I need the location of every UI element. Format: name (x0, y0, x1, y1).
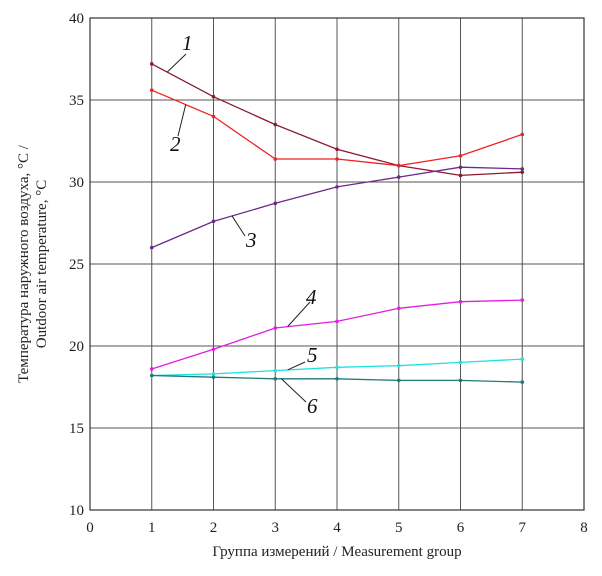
series-6-point (335, 377, 339, 381)
series-1-point (335, 147, 339, 151)
series-4-point (458, 299, 463, 304)
x-tick-label: 5 (395, 520, 403, 536)
series-2-leader (177, 104, 187, 137)
series-2-point (458, 153, 463, 158)
series-3-point (458, 165, 463, 170)
series-5-point (396, 363, 401, 368)
series-3-label: 3 (245, 228, 257, 252)
series-2-label: 2 (170, 132, 181, 156)
y-tick-label: 15 (69, 421, 84, 437)
series-5-leader (287, 361, 306, 371)
x-tick-label: 4 (333, 520, 341, 536)
series-labels: 1 2 3 4 5 6 (166, 31, 318, 418)
series-1-leader (166, 53, 187, 73)
series-3-point (211, 219, 216, 224)
y-axis-title-line1: Температура наружного воздуха, °C / (16, 144, 32, 383)
x-axis-title: Группа измерений / Measurement group (212, 544, 461, 560)
series-1-point (149, 62, 154, 66)
series-1-point (458, 173, 463, 178)
series-5-point (458, 360, 463, 365)
series-2-point (335, 157, 339, 161)
series-6-point (520, 380, 525, 384)
series-2-point (396, 163, 401, 168)
y-tick-label: 10 (69, 503, 84, 519)
series-4-leader (287, 301, 311, 327)
series-5-point (211, 372, 216, 376)
y-tick-label: 35 (69, 93, 84, 109)
series-group (149, 62, 525, 384)
series-1-point (520, 170, 525, 174)
x-tick-label: 8 (580, 520, 588, 536)
plot-frame (89, 17, 585, 511)
series-6-leader (281, 378, 307, 403)
y-tick-label: 30 (69, 175, 84, 191)
series-4-label: 4 (306, 285, 317, 309)
x-tick-label: 1 (148, 520, 156, 536)
series-4-point (211, 347, 216, 352)
series-2-point (273, 157, 278, 161)
grid (90, 18, 584, 510)
series-3-point (149, 245, 154, 250)
x-tick-label: 3 (272, 520, 280, 536)
y-axis-title-line2: Outdoor air temperature, °C (34, 180, 50, 348)
series-5-point (335, 365, 339, 370)
x-tick-label: 6 (457, 520, 465, 536)
series-3-point (335, 185, 339, 189)
series-3-leader (231, 215, 246, 237)
series-2-point (149, 88, 154, 92)
x-tick-label: 0 (86, 520, 94, 536)
series-2-point (211, 114, 216, 119)
series-5-label: 5 (307, 343, 318, 367)
y-tick-label: 20 (69, 339, 84, 355)
y-tick-label: 25 (69, 257, 84, 273)
y-tick-label: 40 (69, 11, 84, 27)
series-4-point (149, 367, 154, 371)
series-5-point (520, 357, 525, 361)
series-3-point (520, 167, 525, 171)
series-6-point (458, 378, 463, 383)
series-1-point (211, 94, 216, 99)
series-1-point (273, 122, 278, 127)
series-6-point (396, 378, 401, 383)
series-4-point (273, 326, 278, 330)
series-6-label: 6 (307, 394, 318, 418)
series-4-point (396, 306, 401, 311)
series-4-point (335, 319, 339, 324)
series-3-point (273, 201, 278, 206)
series-1-label: 1 (182, 31, 193, 55)
series-5-point (273, 368, 278, 373)
x-tick-label: 2 (210, 520, 218, 536)
series-6-point (273, 377, 278, 381)
series-6-point (149, 373, 154, 378)
series-3-point (396, 175, 401, 179)
series-2-point (520, 132, 525, 137)
series-4-point (520, 298, 525, 302)
series-6-point (211, 375, 216, 379)
x-tick-label: 7 (519, 520, 527, 536)
